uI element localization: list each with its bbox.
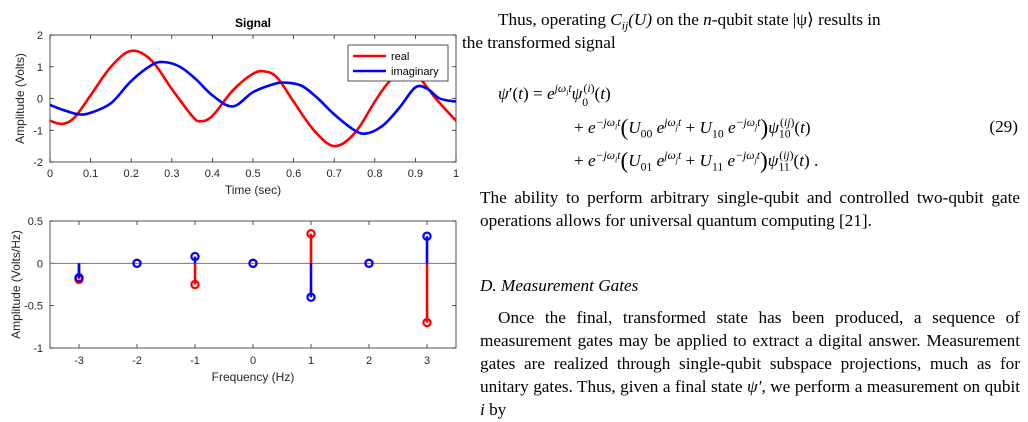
x-tick-label: 0.9 [408, 168, 423, 180]
intro-paragraph: Thus, operating Cij(U) on the n-qubit st… [461, 10, 881, 52]
equation-line-2: + e−jωit(U00 ejωjt + U10 e−jωjt)ψ10(ij)(… [574, 114, 811, 141]
x-tick-label: 3 [424, 355, 430, 367]
equation-number: (29) [989, 117, 1018, 136]
y-tick-label: -1 [33, 343, 43, 355]
y-tick-label: 0 [37, 94, 43, 106]
stem-marker [74, 273, 84, 283]
paragraph-measurement: Once the final, transformed state has be… [480, 308, 1020, 419]
stem-marker [306, 228, 316, 239]
x-tick-label: 0.2 [124, 168, 139, 180]
legend-box [347, 44, 449, 82]
y-tick-label: 0 [37, 258, 43, 270]
y-tick-label: -1 [33, 125, 43, 137]
stem-marker [132, 258, 142, 269]
y-tick-label: -2 [33, 157, 43, 169]
y-tick-label: -0.5 [24, 301, 43, 313]
plot-area [49, 220, 457, 349]
y-axis-label: Amplitude (Volts/Hz) [9, 230, 23, 339]
legend-label-imaginary: imaginary [391, 66, 439, 78]
chart-title: Signal [235, 16, 271, 30]
stem-marker [422, 317, 432, 328]
equation-line-1: ψ′(t) = ejωitψ0(i)(t) [498, 82, 611, 109]
x-tick-label: 0.1 [83, 168, 98, 180]
stem-marker [364, 258, 374, 269]
y-tick-label: 2 [37, 30, 43, 42]
figure: 0 0.1 0.2 0.3 0.4 0.5 0.6 0.7 0.8 0.9 1 -2 -1 0 1 2 Sign… [9, 16, 459, 384]
stem-marker [306, 292, 316, 302]
x-tick-label: 1 [308, 355, 314, 367]
x-tick-label: 0.3 [164, 168, 179, 180]
stem-marker [190, 251, 200, 262]
equation-29: ψ′(t) = ejωitψ0(i)(t) + e−jωit(U00 ejωjt… [480, 82, 1020, 182]
signal-plot: 0 0.1 0.2 0.3 0.4 0.5 0.6 0.7 0.8 0.9 1 -2 -1 0 1 2 Sign… [13, 16, 459, 197]
series-line-imaginary [49, 60, 457, 136]
x-tick-label: -2 [132, 355, 142, 367]
paragraph-universal: The ability to perform arbitrary single-… [480, 188, 1020, 230]
y-tick-label: 1 [37, 62, 43, 74]
stem-marker [190, 279, 200, 290]
series-line-real [49, 49, 457, 148]
x-tick-label: 0.4 [205, 168, 220, 180]
spectrum-plot: -3 -2 -1 0 1 2 3 0.5 0 -0.5 -1 Frequency (Hz) Amplit… [9, 216, 457, 384]
x-tick-label: 0 [250, 355, 256, 367]
x-tick-label: -1 [190, 355, 200, 367]
x-axis-label: Time (sec) [225, 183, 281, 197]
x-tick-label: -3 [74, 355, 84, 367]
x-tick-label: 0.6 [286, 168, 301, 180]
stem-marker [422, 231, 432, 241]
y-axis-label: Amplitude (Volts) [13, 53, 27, 144]
x-tick-label: 0.7 [327, 168, 342, 180]
legend-label-real: real [391, 51, 409, 63]
equation-line-3: + e−jωit(U01 ejωjt + U11 e−jωjt)ψ11(ij)(… [574, 147, 819, 174]
y-tick-label: 0.5 [28, 216, 43, 228]
x-axis-label: Frequency (Hz) [212, 370, 295, 384]
x-tick-label: 1 [453, 168, 459, 180]
x-tick-label: 0 [47, 168, 53, 180]
x-tick-label: 2 [366, 355, 372, 367]
stem-marker [248, 258, 258, 269]
section-heading: D. Measurement Gates [480, 276, 639, 295]
x-tick-label: 0.8 [367, 168, 382, 180]
x-tick-label: 0.5 [245, 168, 260, 180]
